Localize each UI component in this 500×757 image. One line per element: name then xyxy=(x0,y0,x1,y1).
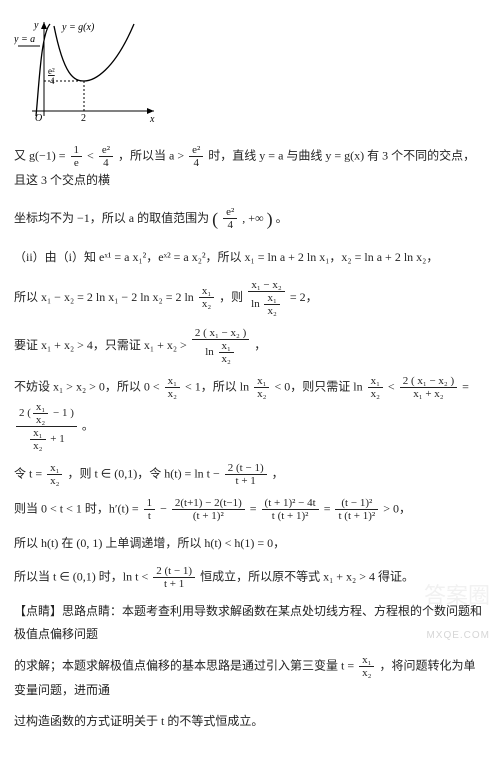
para-range: 坐标均不为 −1，所以 a 的取值范围为 ( e²4 , +∞ ) 。 xyxy=(14,202,486,236)
text: 的求解；本题求解极值点偏移的基本思路是通过引入第三变量 t = xyxy=(14,658,357,672)
text: ，所以当 a > xyxy=(118,148,187,162)
text: = xyxy=(250,501,260,515)
para-derivative: 则当 0 < t < 1 时，h′(t) = 1t − 2(t+1) − 2(t… xyxy=(14,497,486,522)
text: 令 t = xyxy=(14,466,45,480)
text: = xyxy=(462,380,469,394)
text: < xyxy=(388,380,398,394)
frac-x1x2-hint: x₁x₂ xyxy=(359,654,374,679)
text: 则当 0 < t < 1 时，h′(t) = xyxy=(14,501,142,515)
frac-x1x2-d: x₁x₂ xyxy=(368,375,383,400)
para-g-minus1: 又 g(−1) = 1e < e²4 ，所以当 a > e²4 时，直线 y =… xyxy=(14,144,486,192)
text: 恒成立，所以原不等式 x₁ + x₂ > 4 得证。 xyxy=(200,569,414,583)
text: 不妨设 x₁ > x₂ > 0，所以 0 < xyxy=(14,380,163,394)
hint-line-3: 过构造函数的方式证明关于 t 的不等式恒成立。 xyxy=(14,710,486,733)
para-conclude: 所以当 t ∈ (0,1) 时，ln t < 2 (t − 1)t + 1 恒成… xyxy=(14,565,486,590)
text: ，则 xyxy=(219,290,246,304)
frac-x1x2-c: x₁x₂ xyxy=(254,375,269,400)
para-let-t: 令 t = x₁x₂ ，则 t ∈ (0,1)，令 h(t) = ln t − … xyxy=(14,462,486,487)
text: 所以当 t ∈ (0,1) 时，ln t < xyxy=(14,569,151,583)
text: = 2， xyxy=(290,290,318,304)
graph-y-axis-label: y xyxy=(33,20,39,31)
graph-label-ya: y = a xyxy=(14,34,35,45)
frac-1t: 1t xyxy=(144,497,156,522)
interval-lower: e²4 xyxy=(223,206,237,231)
frac-1-over-e: 1e xyxy=(71,144,83,169)
text: x₁ + x₂ > xyxy=(144,338,190,352)
graph-label-ygx: y = g(x) xyxy=(61,22,95,33)
text: ， xyxy=(272,466,284,480)
text: 。 xyxy=(276,211,288,225)
text: 又 g(−1) = xyxy=(14,148,69,162)
text: < 0，则只需证 ln xyxy=(274,380,365,394)
frac-ratio: 2 ( x₁ − x₂ )x₁ + x₂ xyxy=(400,375,457,400)
text: = xyxy=(324,501,334,515)
text: 要证 x₁ + x₂ > 4，只需证 xyxy=(14,338,144,352)
frac-2tm1: 2 (t − 1)t + 1 xyxy=(225,462,267,487)
frac-2diff-over-ln: 2 ( x₁ − x₂ ) ln x₁x₂ xyxy=(192,327,249,365)
graph-ytick-den: 4 xyxy=(50,76,55,86)
text: ，则 t ∈ (0,1)，令 h(t) = ln t − xyxy=(67,466,222,480)
frac-x1x2-b: x₁x₂ xyxy=(165,375,180,400)
para-wlog: 不妨设 x₁ > x₂ > 0，所以 0 < x₁x₂ < 1，所以 ln x₁… xyxy=(14,375,486,452)
text: < 1，所以 ln xyxy=(185,380,252,394)
text: 。 xyxy=(82,418,94,432)
text: ， xyxy=(254,338,266,352)
frac-diff-over-ln: x₁ − x₂ ln x₁x₂ xyxy=(248,279,285,317)
graph-origin: O xyxy=(35,113,42,124)
frac-e2-over-4: e²4 xyxy=(99,144,113,169)
hint-line-1: 【点睛】思路点睛：本题考查利用导数求解函数在某点处切线方程、方程根的个数问题和极… xyxy=(14,600,486,646)
frac-last: (t − 1)²t (t + 1)² xyxy=(335,497,378,522)
frac-e2-over-4-b: e²4 xyxy=(189,144,203,169)
graph-x-axis-label: x xyxy=(149,114,155,125)
text: > 0， xyxy=(383,501,411,515)
text: 坐标均不为 −1，所以 a 的取值范围为 xyxy=(14,211,212,225)
text: − xyxy=(160,501,170,515)
interval-upper: +∞ xyxy=(248,211,263,225)
function-graph: y = a y = g(x) x y O 2 e² 4 xyxy=(14,16,486,134)
frac-x1x2-e: x₁x₂ xyxy=(47,462,62,487)
frac-2tm1-b: 2 (t − 1)t + 1 xyxy=(153,565,195,590)
graph-xtick: 2 xyxy=(81,113,86,124)
text: 时，直线 y = a 与曲线 y = g(x) 有 3 个不同的交点，且这 3 … xyxy=(14,148,475,187)
frac-x1x2-a: x₁x₂ xyxy=(199,285,214,310)
text: 所以 x₁ − x₂ = 2 ln x₁ − 2 ln x₂ = 2 ln xyxy=(14,290,197,304)
frac-big: 2 (x₁x₂ − 1 ) x₁x₂ + 1 xyxy=(16,401,77,452)
frac-d2: 2(t+1) − 2(t−1)(t + 1)² xyxy=(172,497,245,522)
frac-mid: (t + 1)² − 4tt (t + 1)² xyxy=(262,497,319,522)
graph-ytick-num: e² xyxy=(48,66,55,76)
para-diff: 所以 x₁ − x₂ = 2 ln x₁ − 2 ln x₂ = 2 ln x₁… xyxy=(14,279,486,317)
hint-line-2: 的求解；本题求解极值点偏移的基本思路是通过引入第三变量 t = x₁x₂ ，将问… xyxy=(14,654,486,702)
para-ii: （ii）由（i）知 eˣ¹ = a x₁²，eˣ² = a x₂²，所以 x₁ … xyxy=(14,246,486,269)
para-mono: 所以 h(t) 在 (0, 1) 上单调递增，所以 h(t) < h(1) = … xyxy=(14,532,486,555)
para-need-prove: 要证 x₁ + x₂ > 4，只需证 x₁ + x₂ > 2 ( x₁ − x₂… xyxy=(14,327,486,365)
